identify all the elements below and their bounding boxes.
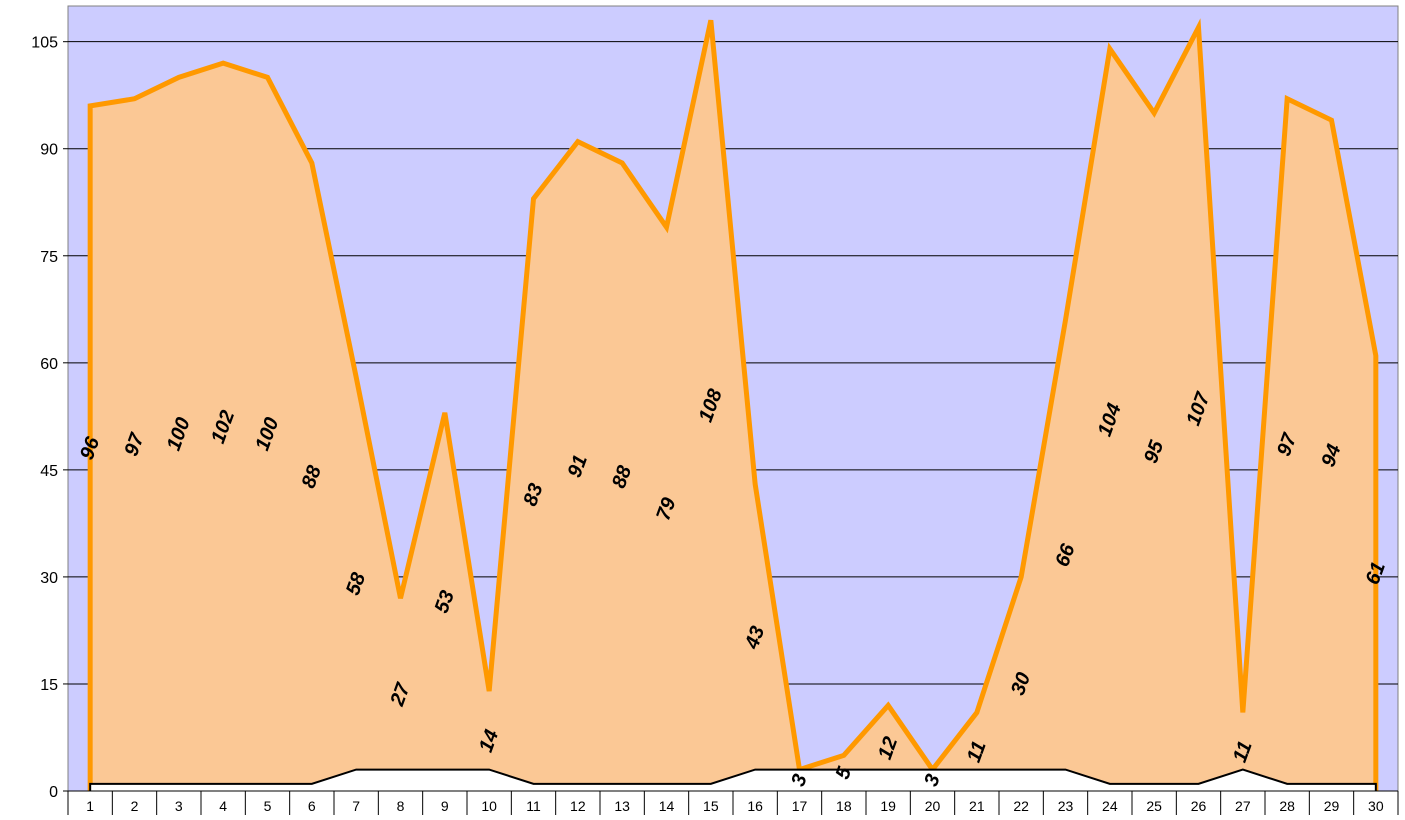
y-tick-label: 15 xyxy=(40,677,58,694)
x-tick-label: 15 xyxy=(703,798,719,814)
x-tick-label: 30 xyxy=(1368,798,1384,814)
x-tick-label: 27 xyxy=(1235,798,1251,814)
series-1-line xyxy=(87,18,1379,791)
x-tick-label: 19 xyxy=(880,798,896,814)
x-tick-label: 4 xyxy=(219,798,227,814)
y-tick-label: 105 xyxy=(31,35,58,52)
x-tick-label: 2 xyxy=(131,798,139,814)
x-tick-label: 11 xyxy=(526,798,541,814)
x-tick-label: 24 xyxy=(1102,798,1118,814)
x-tick-label: 10 xyxy=(481,798,497,814)
y-axis-tick-labels: 0 15 30 45 60 75 90 105 xyxy=(31,35,68,801)
x-tick-label: 14 xyxy=(659,798,675,814)
x-tick-label: 5 xyxy=(264,798,272,814)
series-2-area-fill xyxy=(90,769,1376,791)
series-2-line xyxy=(89,768,1377,791)
y-tick-label: 75 xyxy=(40,249,58,266)
x-tick-label: 29 xyxy=(1324,798,1340,814)
x-tick-label: 9 xyxy=(441,798,449,814)
y-tick-label: 30 xyxy=(40,570,58,587)
x-tick-label: 6 xyxy=(308,798,316,814)
x-tick-label: 26 xyxy=(1191,798,1207,814)
y-tick-label: 90 xyxy=(40,142,58,159)
category-axis: 1 2 3 4 5 6 7 8 9 10 11 12 13 14 15 16 17 18 19 20 21 22 23 24 2… xyxy=(67,790,1399,815)
x-tick-label: 23 xyxy=(1058,798,1074,814)
x-tick-label: 7 xyxy=(352,798,360,814)
x-tick-label: 21 xyxy=(969,798,985,814)
x-tick-label: 18 xyxy=(836,798,852,814)
x-tick-label: 17 xyxy=(792,798,808,814)
x-tick-label: 28 xyxy=(1279,798,1295,814)
x-tick-label: 16 xyxy=(747,798,763,814)
y-tick-label: 0 xyxy=(49,784,58,801)
x-tick-label: 1 xyxy=(86,798,94,814)
series-1-area-fill xyxy=(90,20,1376,792)
x-tick-label: 12 xyxy=(570,798,586,814)
x-tick-label: 20 xyxy=(925,798,941,814)
series-areas xyxy=(87,18,1379,792)
x-tick-label: 8 xyxy=(397,798,405,814)
y-tick-label: 60 xyxy=(40,356,58,373)
x-tick-label: 3 xyxy=(175,798,183,814)
x-tick-label: 25 xyxy=(1146,798,1162,814)
x-tick-label: 13 xyxy=(614,798,630,814)
y-tick-label: 45 xyxy=(40,463,58,480)
x-tick-label: 22 xyxy=(1013,798,1029,814)
